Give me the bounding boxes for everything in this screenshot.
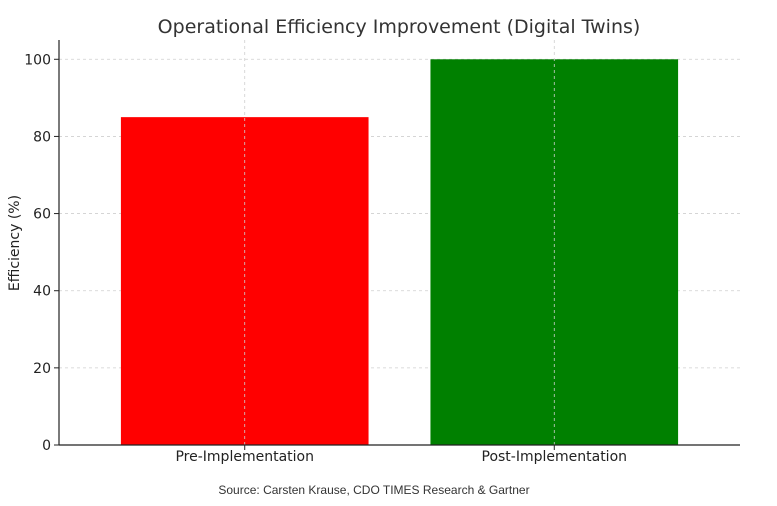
y-tick-label: 80 <box>33 129 51 145</box>
source-note: Source: Carsten Krause, CDO TIMES Resear… <box>218 483 529 497</box>
vertical-gridlines <box>244 40 555 445</box>
y-tick-label: 20 <box>33 361 51 377</box>
y-tick-label: 100 <box>24 52 51 68</box>
bars <box>120 59 679 446</box>
y-axis-label: Efficiency (%) <box>7 195 23 291</box>
y-tick-label: 40 <box>33 284 51 300</box>
x-tick-label: Post-Implementation <box>482 449 628 465</box>
x-axis-ticks: Pre-Implementation Post-Implementation <box>175 445 627 465</box>
y-tick-label: 60 <box>33 207 51 223</box>
chart-title: Operational Efficiency Improvement (Digi… <box>158 16 641 38</box>
y-axis-ticks: 0 20 40 60 80 100 <box>24 52 59 454</box>
y-tick-label: 0 <box>42 438 51 454</box>
x-tick-label: Pre-Implementation <box>175 449 313 465</box>
